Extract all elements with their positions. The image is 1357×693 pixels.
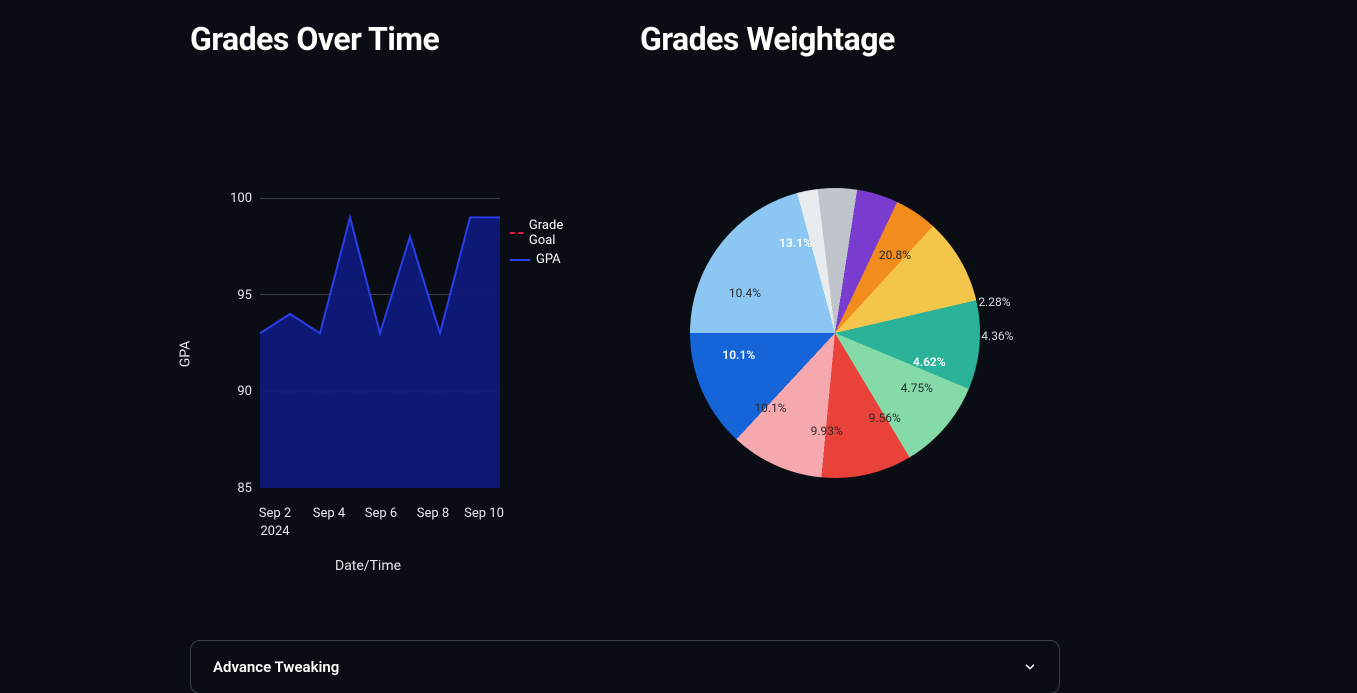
y-tick: 95	[218, 288, 252, 303]
pie-slice-label: 10.1%	[722, 348, 755, 362]
chevron-down-icon	[1023, 660, 1037, 674]
legend-swatch	[510, 232, 523, 234]
legend-item-gpa: GPA	[510, 252, 570, 267]
pie-slice-label: 13.1%	[779, 236, 812, 250]
x-axis-label: Date/Time	[335, 558, 401, 574]
legend-label: Grade Goal	[529, 218, 570, 248]
dropdown-label: Advance Tweaking	[213, 658, 339, 676]
pie-slice-label: 9.56%	[869, 411, 901, 425]
x-tick: Sep 2	[250, 506, 300, 521]
pie-slice-label: 2.28%	[978, 295, 1010, 309]
legend-label: GPA	[536, 252, 561, 267]
gpa-area	[260, 198, 500, 488]
grades-over-time-chart: GPA Date/Time 100 95 90 85 Sep 2 Sep 4 S…	[190, 198, 540, 618]
y-tick: 85	[218, 481, 252, 496]
y-tick: 90	[218, 384, 252, 399]
pie-slice-label: 4.75%	[901, 381, 933, 395]
pie-slice-label: 10.4%	[729, 286, 761, 300]
y-tick: 100	[218, 191, 252, 206]
advance-tweaking-dropdown[interactable]: Advance Tweaking	[190, 640, 1060, 693]
grades-over-time-title: Grades Over Time	[190, 20, 640, 58]
x-tick: Sep 6	[356, 506, 406, 521]
pie-slice-label: 10.1%	[754, 401, 786, 415]
pie-slice-label: 20.8%	[879, 248, 911, 262]
x-tick: Sep 4	[304, 506, 354, 521]
pie-slice-label: 4.36%	[981, 329, 1013, 343]
pie-slice-label: 9.93%	[811, 424, 843, 438]
plot-area	[260, 198, 500, 488]
legend-swatch	[510, 259, 530, 261]
grades-weightage-chart: 20.8% 2.28% 4.36% 4.62% 4.75% 9.56% 9.93% 10.1%…	[640, 198, 1060, 618]
x-tick: Sep 8	[408, 506, 458, 521]
legend-item-grade-goal: Grade Goal	[510, 218, 570, 248]
x-tick: Sep 10	[456, 506, 512, 521]
chart-legend: Grade Goal GPA	[510, 218, 570, 271]
y-axis-label: GPA	[177, 341, 193, 368]
x-tick-year: 2024	[250, 524, 300, 539]
pie-slice-label: 4.62%	[913, 355, 946, 369]
grades-weightage-title: Grades Weightage	[640, 20, 1167, 58]
